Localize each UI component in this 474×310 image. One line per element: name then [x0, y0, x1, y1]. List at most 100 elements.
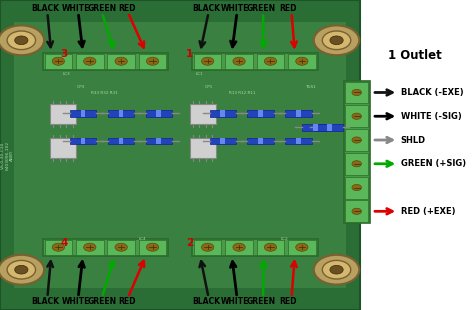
- Text: BLACK: BLACK: [31, 297, 59, 306]
- Text: GREEN: GREEN: [87, 4, 117, 13]
- Bar: [156, 110, 161, 117]
- Bar: [192, 239, 318, 256]
- Circle shape: [52, 57, 64, 65]
- Bar: [107, 54, 135, 69]
- Bar: [76, 240, 103, 255]
- Circle shape: [322, 260, 351, 279]
- Circle shape: [7, 31, 36, 50]
- Circle shape: [83, 243, 96, 251]
- Bar: [296, 138, 301, 144]
- Text: R33 R32 R31: R33 R32 R31: [91, 91, 118, 95]
- Circle shape: [15, 36, 28, 45]
- Bar: [146, 110, 172, 117]
- Circle shape: [7, 260, 36, 279]
- Bar: [345, 200, 368, 222]
- Circle shape: [314, 25, 359, 55]
- Bar: [43, 239, 168, 256]
- Circle shape: [201, 243, 214, 251]
- Bar: [45, 54, 72, 69]
- Bar: [70, 138, 96, 144]
- Bar: [118, 110, 123, 117]
- Circle shape: [352, 137, 361, 143]
- Bar: [156, 138, 161, 144]
- Bar: [345, 129, 368, 151]
- Bar: [288, 240, 316, 255]
- Text: LC2: LC2: [281, 237, 288, 241]
- Bar: [344, 81, 370, 223]
- Bar: [316, 124, 343, 131]
- Circle shape: [264, 57, 277, 65]
- Text: TUS1: TUS1: [305, 85, 316, 89]
- Text: GREEN: GREEN: [87, 297, 117, 306]
- Bar: [225, 240, 253, 255]
- Bar: [194, 54, 221, 69]
- Text: LC3: LC3: [63, 73, 70, 76]
- Circle shape: [15, 265, 28, 274]
- Circle shape: [352, 89, 361, 95]
- Bar: [220, 110, 225, 117]
- Text: BLACK: BLACK: [192, 297, 220, 306]
- Text: GREEN: GREEN: [247, 297, 276, 306]
- Text: BLACK: BLACK: [192, 4, 220, 13]
- Bar: [118, 138, 123, 144]
- Circle shape: [330, 265, 343, 274]
- Bar: [139, 54, 166, 69]
- Circle shape: [352, 161, 361, 167]
- Circle shape: [330, 36, 343, 45]
- Circle shape: [352, 113, 361, 119]
- Text: WHITE: WHITE: [62, 297, 90, 306]
- Text: RED: RED: [118, 4, 136, 13]
- Circle shape: [52, 243, 64, 251]
- Bar: [345, 153, 368, 175]
- Circle shape: [0, 25, 44, 55]
- Text: WHITE: WHITE: [220, 297, 249, 306]
- Text: GREEN: GREEN: [247, 4, 276, 13]
- Bar: [81, 110, 85, 117]
- Circle shape: [115, 57, 128, 65]
- Bar: [50, 138, 76, 158]
- Text: 1 Outlet: 1 Outlet: [388, 49, 442, 62]
- Bar: [345, 105, 368, 127]
- Bar: [285, 138, 312, 144]
- Bar: [43, 53, 168, 70]
- Text: WHITE: WHITE: [220, 4, 249, 13]
- Bar: [327, 124, 332, 131]
- Bar: [296, 110, 301, 117]
- Bar: [302, 124, 328, 131]
- Text: WHITE (-SIG): WHITE (-SIG): [401, 112, 461, 121]
- Circle shape: [0, 255, 44, 285]
- Bar: [247, 110, 274, 117]
- Circle shape: [314, 255, 359, 285]
- Bar: [257, 54, 284, 69]
- Bar: [220, 138, 225, 144]
- Bar: [107, 240, 135, 255]
- Bar: [108, 110, 134, 117]
- Bar: [0, 0, 360, 310]
- Bar: [194, 240, 221, 255]
- Circle shape: [322, 31, 351, 50]
- Bar: [190, 104, 216, 124]
- Text: RED: RED: [280, 297, 297, 306]
- Text: WHITE: WHITE: [62, 4, 90, 13]
- Text: SHLD: SHLD: [401, 135, 426, 144]
- Bar: [345, 82, 368, 104]
- Bar: [285, 110, 312, 117]
- Text: BLACK: BLACK: [31, 4, 59, 13]
- Bar: [288, 54, 316, 69]
- Bar: [14, 22, 346, 288]
- Circle shape: [83, 57, 96, 65]
- Text: 4: 4: [60, 238, 68, 248]
- Bar: [190, 138, 216, 158]
- Circle shape: [146, 57, 159, 65]
- Circle shape: [233, 57, 245, 65]
- Circle shape: [296, 57, 308, 65]
- Circle shape: [115, 243, 128, 251]
- Bar: [210, 138, 236, 144]
- Bar: [81, 138, 85, 144]
- Text: GREEN (+SIG): GREEN (+SIG): [401, 159, 465, 168]
- Bar: [139, 240, 166, 255]
- Text: LC1: LC1: [195, 73, 203, 76]
- Bar: [108, 138, 134, 144]
- Bar: [257, 240, 284, 255]
- Text: 3: 3: [60, 49, 68, 59]
